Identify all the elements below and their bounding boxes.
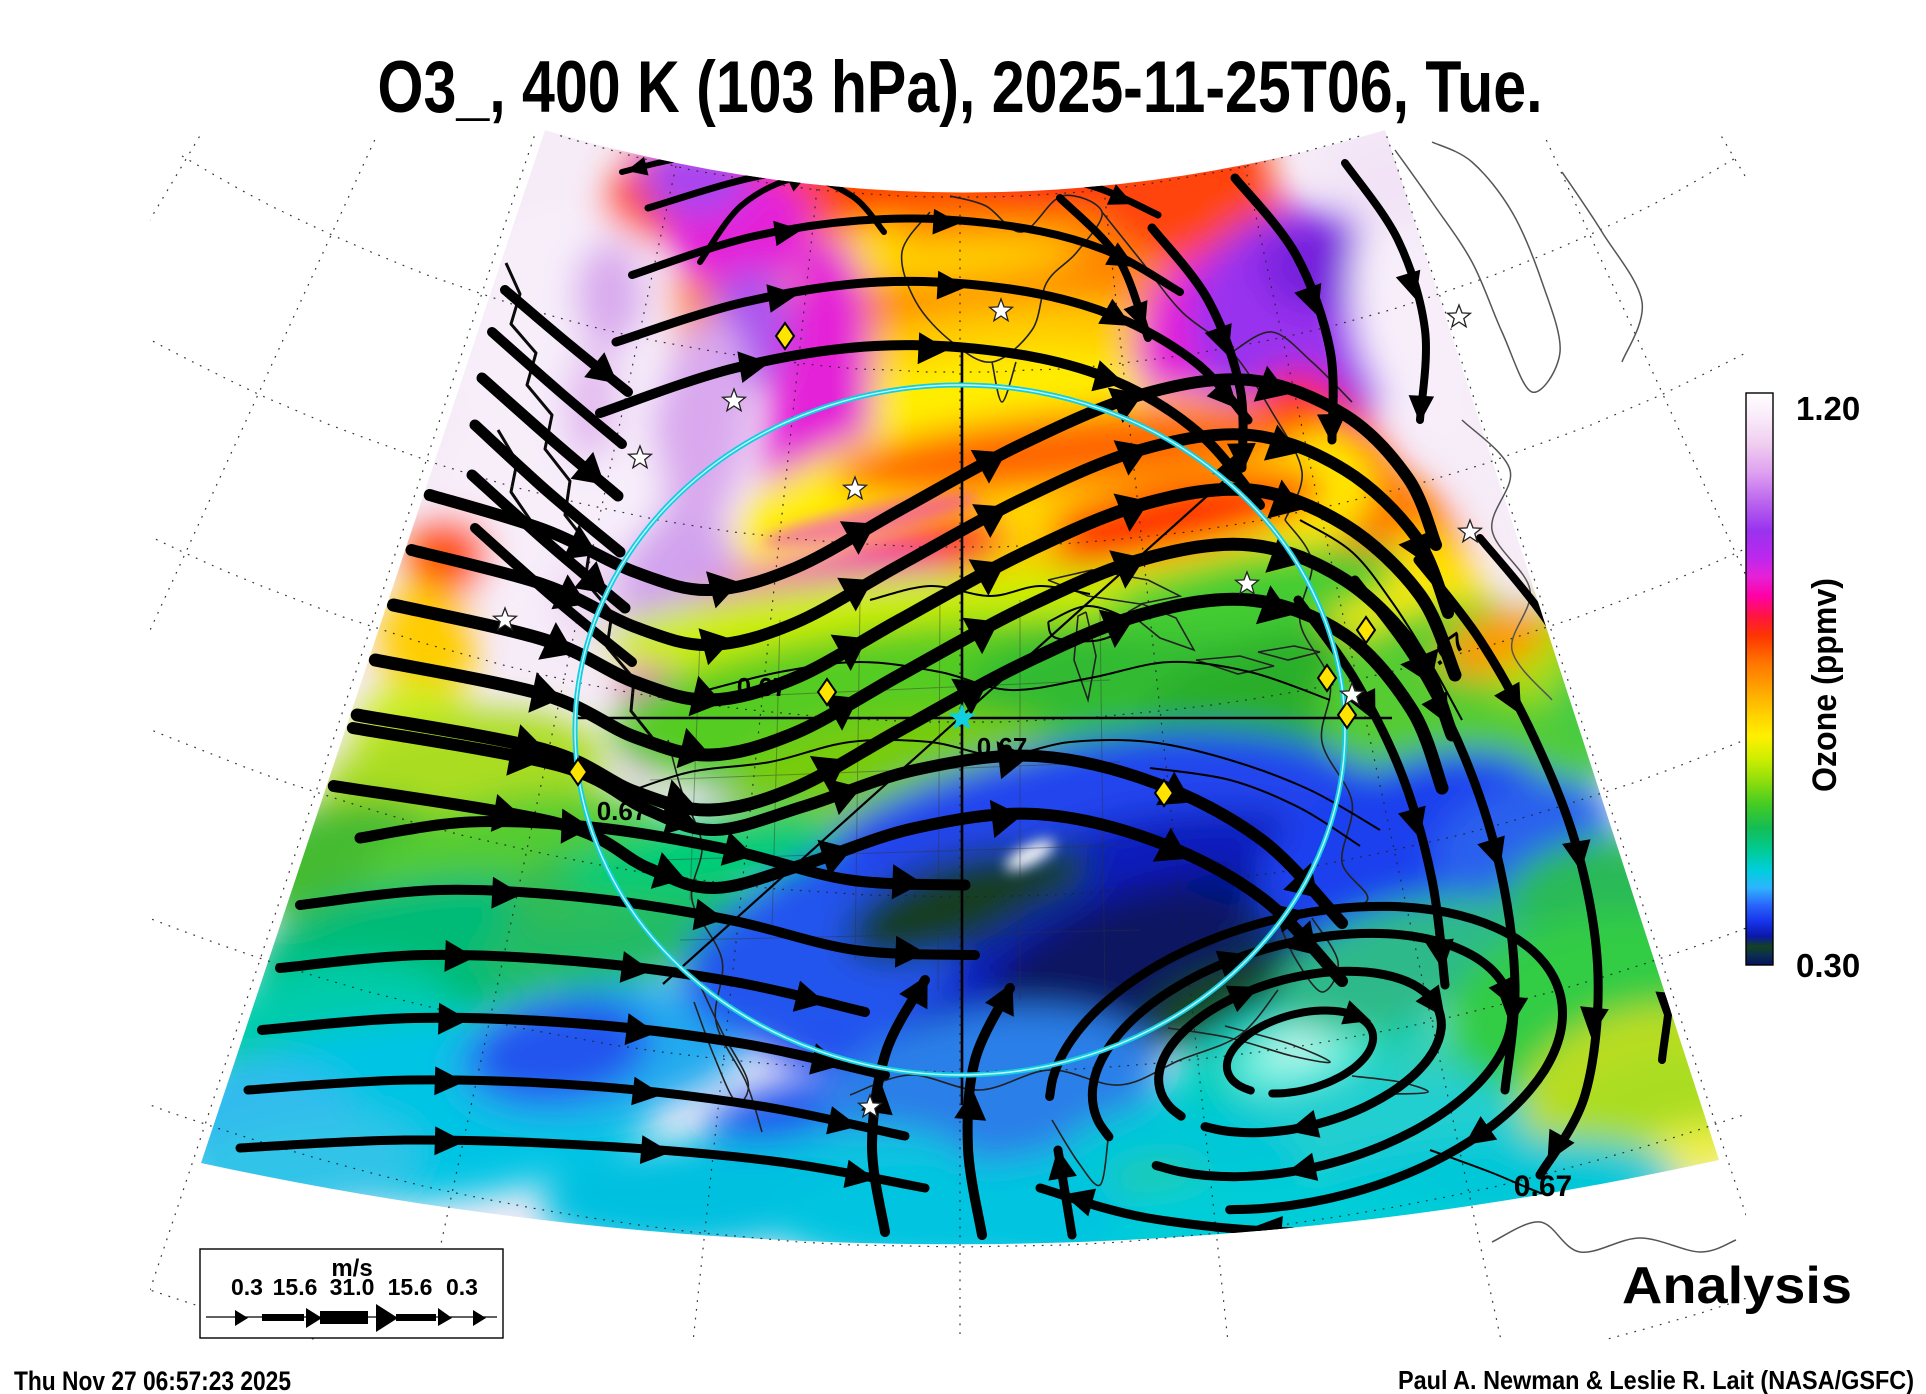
svg-text:Analysis: Analysis bbox=[1622, 1257, 1852, 1315]
svg-text:0.3: 0.3 bbox=[231, 1274, 263, 1300]
svg-text:Paul A. Newman & Leslie R. Lai: Paul A. Newman & Leslie R. Lait (NASA/GS… bbox=[1398, 1365, 1914, 1394]
svg-text:0.30: 0.30 bbox=[1796, 947, 1860, 984]
svg-text:0.67: 0.67 bbox=[977, 732, 1028, 762]
svg-text:15.6: 15.6 bbox=[273, 1274, 318, 1300]
svg-text:0.67: 0.67 bbox=[1514, 1170, 1572, 1203]
svg-text:0.67: 0.67 bbox=[737, 672, 788, 702]
svg-text:1.20: 1.20 bbox=[1796, 390, 1860, 427]
svg-text:O3_, 400 K (103 hPa), 2025-11-: O3_, 400 K (103 hPa), 2025-11-25T06, Tue… bbox=[378, 47, 1543, 128]
svg-text:Ozone (ppmv): Ozone (ppmv) bbox=[1806, 578, 1844, 792]
svg-text:31.0: 31.0 bbox=[330, 1274, 375, 1300]
svg-text:0.67: 0.67 bbox=[597, 796, 648, 826]
svg-text:15.6: 15.6 bbox=[388, 1274, 433, 1300]
svg-text:m/s: m/s bbox=[331, 1255, 372, 1282]
svg-text:Thu Nov 27 06:57:23 2025: Thu Nov 27 06:57:23 2025 bbox=[14, 1366, 291, 1394]
svg-text:0.3: 0.3 bbox=[446, 1274, 478, 1300]
